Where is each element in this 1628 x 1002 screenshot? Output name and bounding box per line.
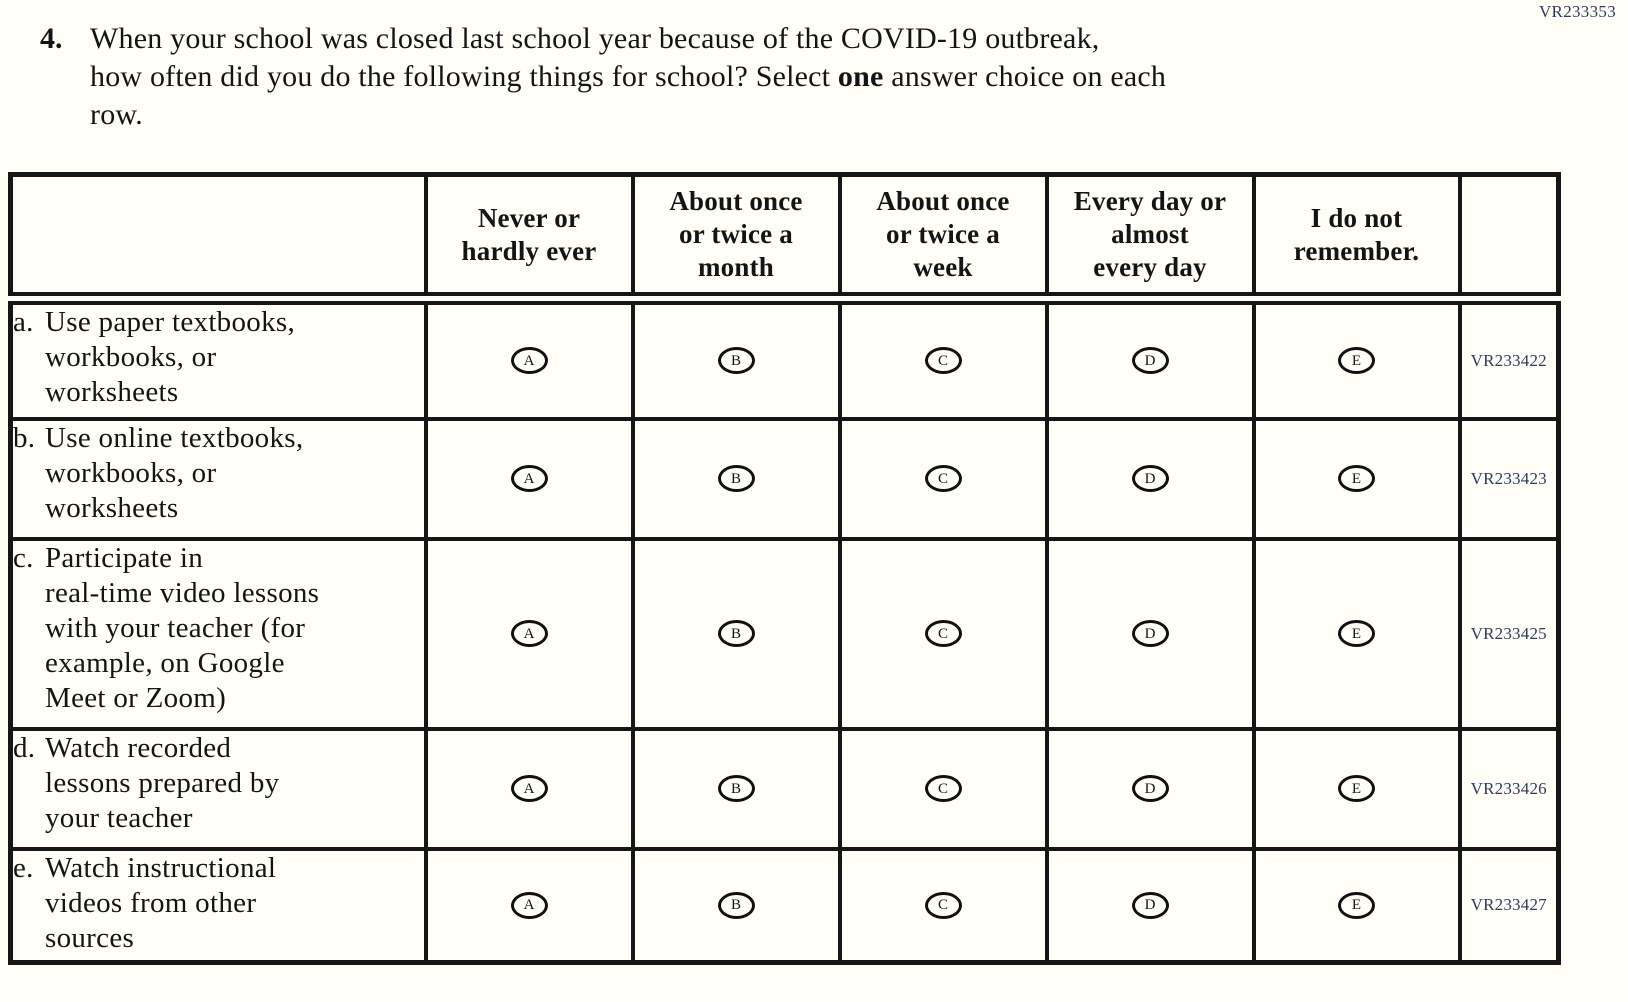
item-cell: c. Participate in real-time video lessons…: [8, 536, 428, 731]
column-header-no-remember: I do not remember.: [1251, 172, 1462, 305]
table-row-c: c. Participate in real-time video lessons…: [8, 536, 1561, 731]
item-label: Participate in real-time video lessons w…: [45, 541, 320, 714]
answer-cell: C: [837, 296, 1049, 421]
item-letter: d.: [13, 731, 36, 764]
answer-bubble-a[interactable]: A: [510, 775, 548, 802]
item-label: Use paper textbooks, workbooks, or works…: [45, 306, 296, 408]
item-cell: e. Watch instructional videos from other …: [8, 846, 428, 965]
item-cell: b. Use online textbooks, workbooks, or wo…: [8, 416, 428, 541]
answer-cell: A: [423, 416, 635, 541]
answer-cell: D: [1044, 296, 1256, 421]
item-label: Watch recorded lessons prepared by your …: [45, 731, 280, 834]
item-code: VR233425: [1457, 536, 1561, 731]
header-row: Never or hardly ever About once or twice…: [8, 172, 1561, 305]
question-line: When your school was closed last school …: [90, 22, 1100, 55]
column-header-daily: Every day or almost every day: [1044, 172, 1256, 305]
answer-bubble-d[interactable]: D: [1131, 775, 1169, 802]
answer-bubble-a[interactable]: A: [510, 465, 548, 492]
answer-bubble-d[interactable]: D: [1131, 891, 1169, 919]
answer-bubble-c[interactable]: C: [924, 775, 962, 802]
answer-bubble-c[interactable]: C: [924, 347, 962, 375]
answer-bubble-a[interactable]: A: [510, 620, 548, 647]
answer-cell: C: [837, 846, 1049, 965]
table-row-a: a. Use paper textbooks, workbooks, or wor…: [8, 296, 1561, 421]
question-line: row.: [90, 98, 144, 131]
answer-cell: D: [1044, 846, 1256, 965]
answer-bubble-b[interactable]: B: [717, 891, 755, 919]
answer-cell: D: [1044, 416, 1256, 541]
answer-bubble-e[interactable]: E: [1338, 347, 1375, 375]
question-text: When your school was closed last school …: [90, 20, 1166, 134]
answer-cell: D: [1044, 726, 1256, 851]
emphasized-word: one: [837, 60, 884, 93]
answer-bubble-e[interactable]: E: [1338, 891, 1375, 919]
answer-bubble-b[interactable]: B: [717, 620, 755, 647]
item-cell: a. Use paper textbooks, workbooks, or wor…: [8, 296, 428, 421]
answer-cell: A: [423, 846, 635, 965]
table-row-b: b. Use online textbooks, workbooks, or wo…: [8, 416, 1561, 541]
item-code: VR233422: [1457, 296, 1561, 421]
item-letter: b.: [13, 421, 36, 454]
answer-bubble-e[interactable]: E: [1338, 465, 1375, 492]
item-code: VR233426: [1457, 726, 1561, 851]
answer-cell: E: [1251, 296, 1462, 421]
answer-bubble-e[interactable]: E: [1338, 775, 1375, 802]
table-row-e: e. Watch instructional videos from other …: [8, 846, 1561, 965]
response-grid: Never or hardly ever About once or twice…: [8, 172, 1561, 965]
answer-bubble-e[interactable]: E: [1338, 620, 1375, 647]
item-code: VR233423: [1457, 416, 1561, 541]
answer-cell: A: [423, 726, 635, 851]
column-header-weekly: About once or twice a week: [837, 172, 1049, 305]
page-code: VR233353: [1538, 2, 1616, 21]
item-cell: d. Watch recorded lessons prepared by you…: [8, 726, 428, 851]
answer-cell: C: [837, 416, 1049, 541]
answer-bubble-c[interactable]: C: [924, 891, 962, 919]
item-code: VR233427: [1457, 846, 1561, 965]
answer-cell: E: [1251, 726, 1462, 851]
question-number: 4.: [40, 22, 63, 55]
answer-bubble-d[interactable]: D: [1131, 620, 1169, 647]
answer-cell: B: [630, 726, 842, 851]
column-header-code: [1457, 172, 1561, 305]
table-row-d: d. Watch recorded lessons prepared by you…: [8, 726, 1561, 851]
answer-cell: B: [630, 296, 842, 421]
answer-cell: A: [423, 536, 635, 731]
answer-bubble-b[interactable]: B: [717, 775, 755, 802]
answer-cell: A: [423, 296, 635, 421]
item-label: Watch instructional videos from other so…: [45, 851, 277, 954]
question-line: how often did you do the following thing…: [90, 60, 1167, 93]
item-label: Use online textbooks, workbooks, or work…: [45, 421, 304, 524]
answer-bubble-a[interactable]: A: [510, 347, 548, 375]
answer-bubble-d[interactable]: D: [1131, 347, 1169, 375]
answer-cell: B: [630, 846, 842, 965]
answer-bubble-c[interactable]: C: [924, 620, 962, 647]
answer-bubble-a[interactable]: A: [510, 891, 548, 919]
answer-cell: D: [1044, 536, 1256, 731]
column-header-blank: [8, 172, 428, 305]
column-header-never: Never or hardly ever: [423, 172, 635, 305]
answer-bubble-d[interactable]: D: [1131, 465, 1169, 492]
item-letter: a.: [13, 306, 34, 338]
answer-cell: B: [630, 536, 842, 731]
question: 4. When your school was closed last scho…: [40, 20, 1166, 134]
item-letter: c.: [13, 541, 34, 574]
answer-bubble-c[interactable]: C: [924, 465, 962, 492]
answer-cell: C: [837, 726, 1049, 851]
answer-cell: E: [1251, 536, 1462, 731]
answer-cell: E: [1251, 846, 1462, 965]
answer-cell: E: [1251, 416, 1462, 541]
column-header-monthly: About once or twice a month: [630, 172, 842, 305]
answer-bubble-b[interactable]: B: [717, 347, 755, 375]
answer-bubble-b[interactable]: B: [717, 465, 755, 492]
item-letter: e.: [13, 851, 34, 884]
answer-cell: C: [837, 536, 1049, 731]
answer-cell: B: [630, 416, 842, 541]
